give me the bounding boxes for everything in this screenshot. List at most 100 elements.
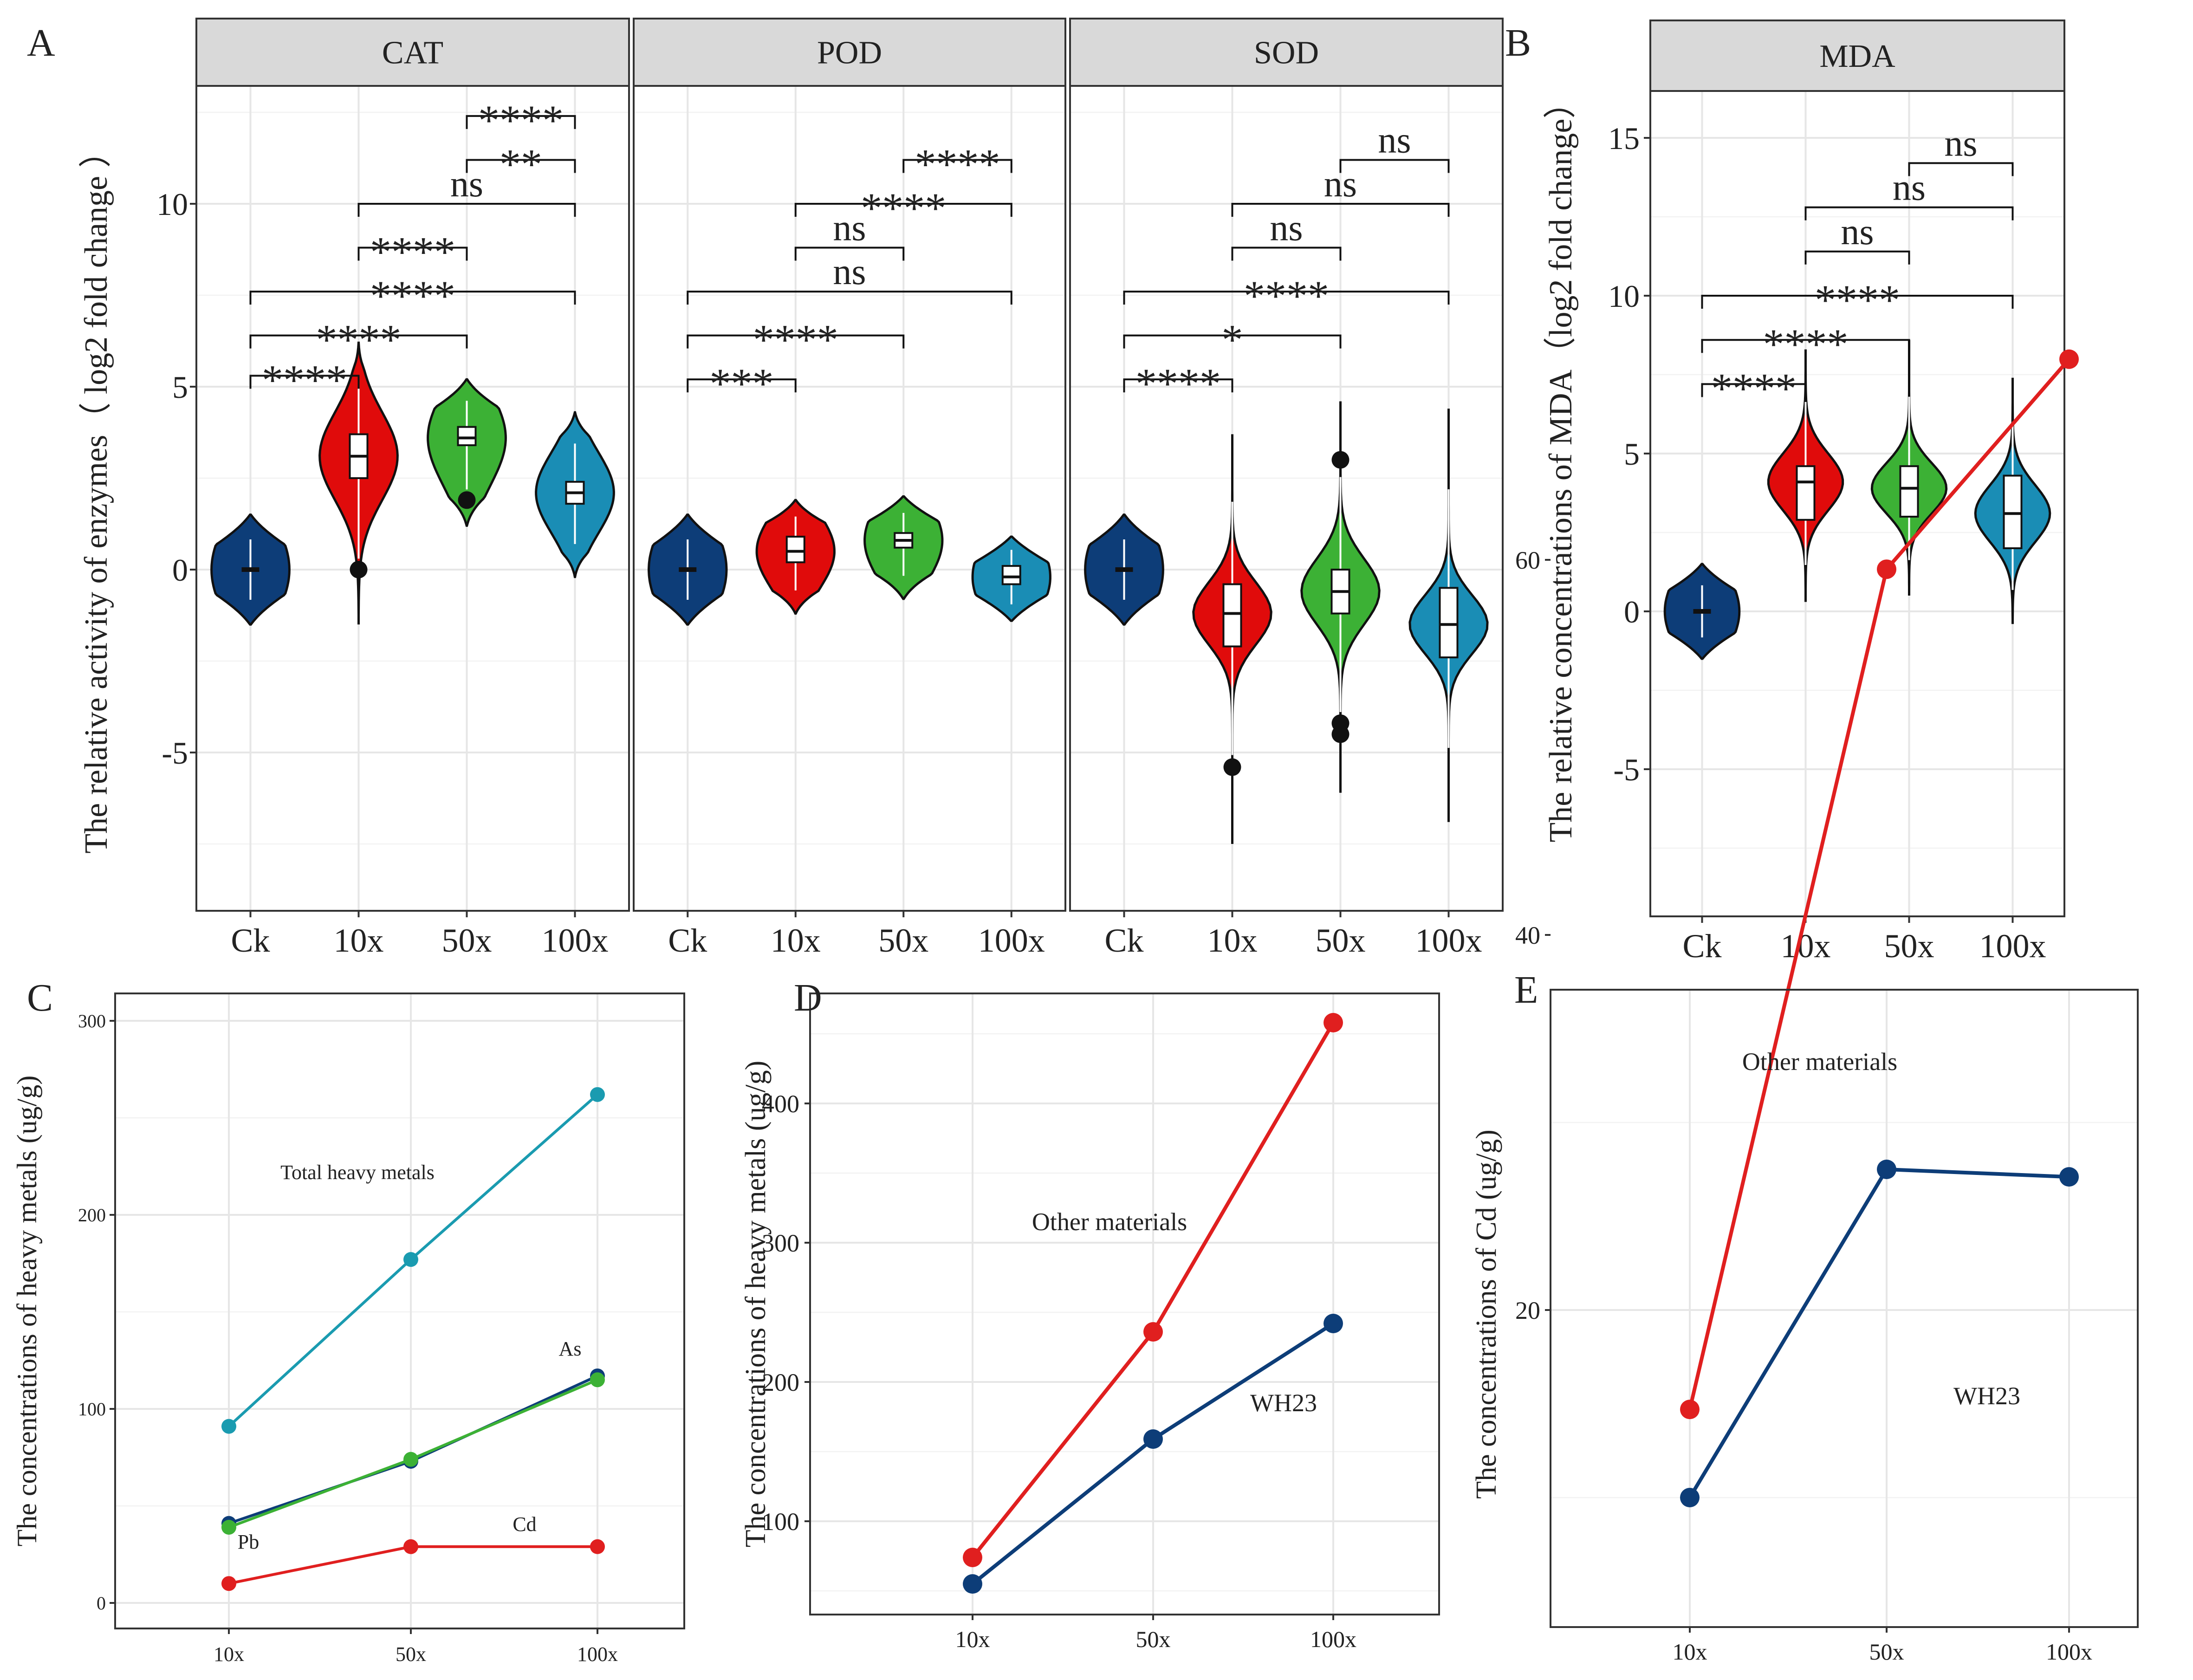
data-point xyxy=(1877,1160,1896,1179)
x-tick-label: 50x xyxy=(442,922,492,959)
x-tick-label: Ck xyxy=(231,922,270,959)
x-tick-label: 50x xyxy=(1316,922,1366,959)
data-point xyxy=(403,1452,418,1467)
comparison-bracket xyxy=(794,203,1012,217)
plot-area xyxy=(1070,86,1503,911)
significance-label: **** xyxy=(1244,272,1329,319)
significance-label: **** xyxy=(915,140,1000,188)
x-tick-label: 10x xyxy=(771,922,821,959)
facet-title: POD xyxy=(817,35,882,71)
x-tick-label: 100x xyxy=(2046,1639,2092,1665)
panel-letter: B xyxy=(1505,21,1531,65)
median-mark xyxy=(241,567,260,572)
data-point xyxy=(2059,1167,2079,1187)
facet-title: SOD xyxy=(1254,35,1319,71)
comparison-bracket xyxy=(466,115,576,129)
y-tick-label: 0 xyxy=(1624,594,1640,629)
x-tick-label: 10x xyxy=(1673,1639,1707,1665)
panel-border xyxy=(114,992,685,1629)
x-tick-label: 100x xyxy=(1979,928,2046,965)
comparison-bracket xyxy=(1804,250,1910,265)
comparison-bracket xyxy=(357,246,468,261)
outlier-point xyxy=(1331,725,1350,743)
y-tick-label: 10 xyxy=(156,187,188,222)
data-point xyxy=(590,1087,605,1102)
y-tick-label: 300 xyxy=(762,1229,799,1257)
x-tick-label: 10x xyxy=(334,922,384,959)
comparison-bracket xyxy=(1701,383,1807,397)
panel-border xyxy=(633,85,1066,912)
y-axis-label: The concentrations of heavy metals (ug/g… xyxy=(12,1076,42,1547)
comparison-bracket xyxy=(1231,203,1450,217)
plot-area xyxy=(115,993,684,1628)
significance-label: **** xyxy=(370,272,455,319)
y-tick-label: 100 xyxy=(78,1399,106,1420)
significance-label: ns xyxy=(833,252,866,292)
data-point xyxy=(963,1574,982,1594)
data-point xyxy=(221,1576,236,1591)
comparison-bracket xyxy=(1804,206,2014,221)
median-mark xyxy=(1115,567,1133,572)
data-point xyxy=(963,1548,982,1567)
data-point xyxy=(1143,1322,1163,1342)
comparison-bracket xyxy=(1908,162,2014,176)
iqr-box xyxy=(1899,465,1919,518)
x-tick-label: 100x xyxy=(542,922,609,959)
data-point xyxy=(2059,349,2079,369)
y-tick-label: 60 xyxy=(1515,546,1540,574)
significance-label: **** xyxy=(753,316,838,363)
data-point xyxy=(1324,1013,1343,1032)
data-point xyxy=(221,1519,236,1535)
data-point xyxy=(221,1419,236,1434)
comparison-bracket xyxy=(687,291,1012,305)
panel-border xyxy=(195,85,630,912)
y-tick-label: 15 xyxy=(1608,121,1640,156)
y-tick-label: 5 xyxy=(172,370,188,405)
y-tick-label: 0 xyxy=(97,1593,106,1614)
y-tick-label: 200 xyxy=(78,1205,106,1226)
data-point xyxy=(590,1372,605,1388)
comparison-bracket xyxy=(1701,339,1910,353)
significance-label: **** xyxy=(1135,360,1221,407)
x-tick-label: 100x xyxy=(978,922,1045,959)
iqr-box xyxy=(785,536,805,564)
x-tick-label: Ck xyxy=(1104,922,1143,959)
x-tick-label: 50x xyxy=(396,1643,426,1666)
significance-label: **** xyxy=(478,97,564,144)
outlier-point xyxy=(350,561,368,578)
series-label: WH23 xyxy=(1250,1389,1317,1417)
facet-strip xyxy=(1069,18,1504,87)
median-mark xyxy=(679,567,697,572)
x-tick-label: 50x xyxy=(1884,928,1934,965)
series-label: Pb xyxy=(238,1531,259,1553)
significance-label: * xyxy=(1222,316,1243,363)
y-tick-label: 20 xyxy=(1515,1297,1540,1324)
significance-label: **** xyxy=(1763,320,1849,368)
y-axis-label: The relative concentrations of MDA（log2 … xyxy=(1543,86,1579,843)
y-tick-label: 300 xyxy=(78,1011,106,1031)
data-point xyxy=(590,1539,605,1554)
panel-border xyxy=(1069,85,1504,912)
facet-title: MDA xyxy=(1819,39,1895,74)
panel-letter: C xyxy=(27,976,53,1019)
significance-label: ns xyxy=(1841,212,1874,253)
significance-label: **** xyxy=(370,228,455,276)
y-axis-label: The concentrations of Cd (ug/g) xyxy=(1471,1129,1502,1498)
comparison-bracket xyxy=(1123,378,1233,393)
plot-area xyxy=(1551,990,2138,1627)
series-label: Other materials xyxy=(1032,1208,1187,1236)
iqr-box xyxy=(1439,587,1459,659)
significance-label: ns xyxy=(1378,120,1411,161)
comparison-bracket xyxy=(687,378,797,393)
y-tick-label: 5 xyxy=(1624,436,1640,472)
y-tick-label: -5 xyxy=(1613,752,1640,787)
panel-border xyxy=(1550,989,2139,1628)
series-label: As xyxy=(559,1337,582,1360)
data-point xyxy=(403,1539,418,1554)
significance-label: ** xyxy=(500,140,542,188)
x-tick-label: 10x xyxy=(1207,922,1258,959)
